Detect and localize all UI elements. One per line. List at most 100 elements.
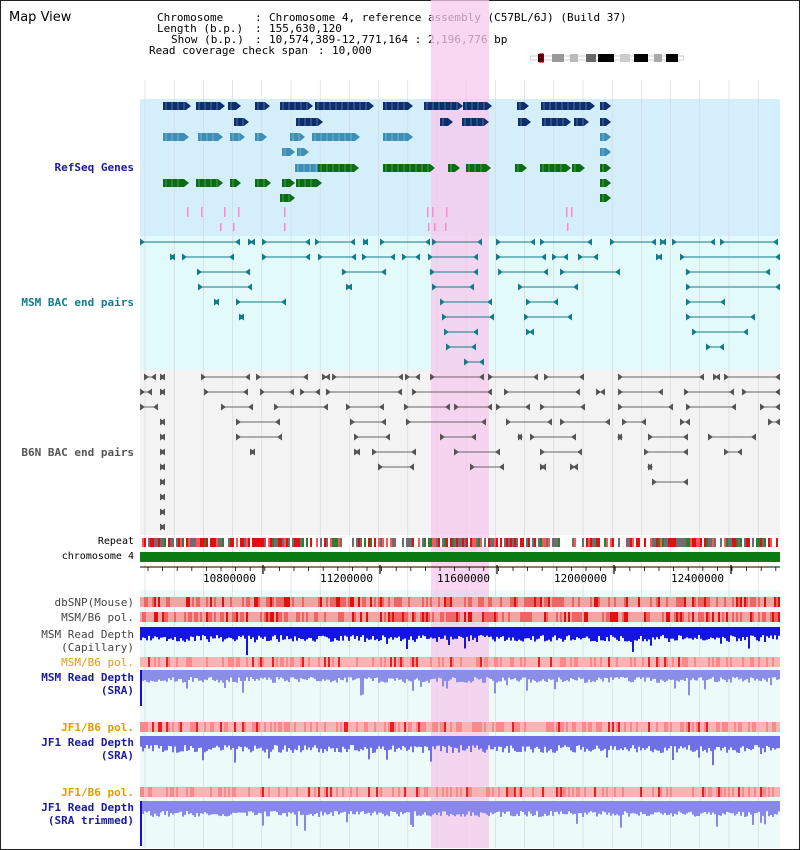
msm-depth-capillary-bar [546, 627, 548, 641]
chromosome-ideogram[interactable] [530, 53, 684, 63]
repeat-element [424, 538, 426, 547]
msm-depth-sra-bar [716, 670, 718, 683]
repeat-element [474, 538, 476, 547]
heatmap-cell [422, 597, 424, 607]
heatmap-cell [440, 722, 442, 732]
heatmap-cell [332, 597, 334, 607]
jf1-depth-sra-bar [528, 736, 530, 747]
read-depth-tracks[interactable] [140, 627, 780, 846]
repeat-element [570, 538, 572, 547]
jf1-depth-trimmed-bar [276, 801, 278, 813]
msm-depth-capillary-bar [552, 627, 554, 638]
jf1-depth-sra-bar [478, 736, 480, 750]
b6n-bac-pair [644, 448, 688, 456]
heatmap-cell [412, 597, 414, 607]
jf1-depth-sra-bar [768, 736, 770, 748]
heatmap-cell [502, 787, 504, 797]
repeat-element [192, 538, 194, 547]
repeat-element [514, 538, 516, 547]
jf1-depth-trimmed-bar [196, 801, 198, 814]
jf1-depth-sra-bar [276, 736, 278, 746]
heatmap-cell [302, 612, 304, 622]
gene-body [572, 164, 580, 172]
heatmap-cell [208, 787, 210, 797]
jf1-depth-trimmed-bar [746, 801, 748, 817]
b6n-bac-track[interactable] [140, 373, 780, 531]
msm-depth-capillary-bar [592, 627, 594, 642]
pseudogene-tick [201, 207, 203, 217]
repeat-element [204, 538, 206, 547]
pair-end [615, 268, 620, 276]
heatmap-cell [636, 787, 638, 797]
repeat-element [210, 538, 212, 547]
heatmap-cell [334, 657, 336, 667]
heatmap-cell [248, 722, 250, 732]
heatmap-cell [532, 612, 534, 622]
heatmap-cell [726, 787, 728, 797]
jf1-depth-sra-bar [592, 736, 594, 750]
pair-end [580, 403, 585, 411]
pseudogene-tick [446, 207, 448, 217]
heatmap-cell [396, 597, 398, 607]
heatmap-cell [546, 597, 548, 607]
heatmap-cell [586, 597, 588, 607]
msm-depth-capillary-bar [142, 627, 144, 638]
pair-end [560, 268, 565, 276]
jf1-depth-trimmed-bar [702, 801, 704, 813]
heatmap-cell [610, 787, 612, 797]
heatmap-cell [320, 722, 322, 732]
heatmap-cell [452, 787, 454, 797]
heatmap-cell [540, 612, 542, 622]
heatmap-tracks[interactable] [140, 597, 780, 797]
pair-end [160, 433, 165, 441]
heatmap-cell [766, 612, 768, 622]
repeat-element [252, 538, 254, 547]
heatmap-cell [444, 657, 446, 667]
jf1-depth-trimmed-bar [528, 801, 530, 812]
msm-depth-capillary-bar [582, 627, 584, 639]
heatmap-cell [540, 722, 542, 732]
heatmap-cell [760, 597, 762, 607]
jf1-depth-sra-bar [256, 736, 258, 749]
jf1-depth-trimmed-bar [226, 801, 228, 817]
msm-bac-pair [680, 253, 780, 261]
msm-depth-capillary-bar [526, 627, 528, 639]
refseq-gene [463, 102, 492, 110]
heatmap-cell [140, 722, 142, 732]
jf1-depth-sra-bar [596, 736, 598, 746]
msm-bac-track[interactable] [140, 238, 780, 366]
heatmap-cell [336, 787, 338, 797]
jf1-depth-trimmed-bar [338, 801, 340, 815]
jf1-depth-trimmed-bar [738, 801, 740, 812]
heatmap-cell [402, 722, 404, 732]
b6n-bac-pair [236, 433, 282, 441]
gene-body [515, 164, 522, 172]
chromosome-bar[interactable] [140, 552, 780, 562]
info-colon: : [255, 11, 262, 24]
jf1-depth-sra-bar [542, 736, 544, 753]
heatmap-cell [702, 787, 704, 797]
heatmap-cell [360, 657, 362, 667]
msm-depth-sra-bar [200, 670, 202, 681]
selection-highlight[interactable] [431, 0, 489, 848]
heatmap-cell [366, 597, 368, 607]
heatmap-cell [156, 657, 158, 667]
msm-depth-capillary-bar [576, 627, 578, 638]
repeat-track[interactable] [140, 538, 780, 547]
heatmap-cell [716, 722, 718, 732]
gene-arrow [218, 133, 223, 141]
refseq-gene [574, 118, 589, 126]
refseq-gene-track[interactable] [163, 102, 611, 231]
repeat-element [172, 538, 174, 547]
pair-end [647, 463, 652, 471]
heatmap-cell [440, 657, 442, 667]
heatmap-cell [688, 657, 690, 667]
msm-depth-sra-bar [692, 670, 694, 679]
msm-depth-sra-bar [274, 670, 276, 683]
b6n-bac-pair [430, 373, 484, 381]
heatmap-cell [560, 722, 562, 732]
repeat-element [374, 538, 376, 547]
heatmap-cell [574, 657, 576, 667]
b6n-bac-pair [160, 433, 165, 441]
b6n-bac-pair [724, 373, 780, 381]
